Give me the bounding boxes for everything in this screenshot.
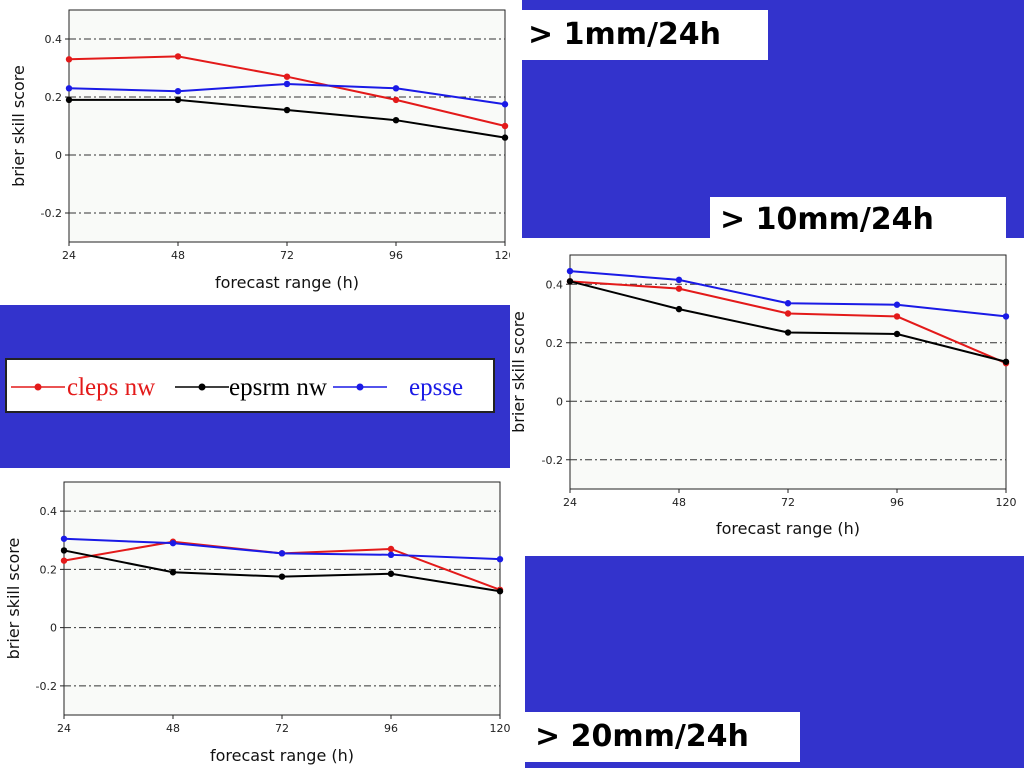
x-tick-label: 120 [490, 722, 511, 735]
x-axis-label: forecast range (h) [215, 273, 359, 292]
data-point [496, 555, 504, 563]
x-tick-label: 48 [171, 249, 185, 262]
data-point [893, 313, 901, 320]
x-tick-label: 48 [166, 722, 180, 735]
data-point [60, 535, 68, 542]
y-tick-label: 0.2 [546, 337, 564, 350]
y-axis-label: brier skill score [9, 65, 28, 187]
y-axis-label: brier skill score [510, 311, 528, 433]
data-point [566, 267, 574, 275]
x-tick-label: 48 [672, 496, 686, 509]
x-tick-label: 72 [275, 722, 289, 735]
y-tick-label: 0.4 [45, 33, 63, 46]
y-tick-label: -0.2 [36, 680, 57, 693]
legend-label: cleps nw [67, 374, 155, 401]
legend-svg: cleps nw epsrm nw epsse [11, 374, 463, 401]
x-tick-label: 24 [57, 722, 71, 735]
data-point [60, 547, 68, 554]
legend-marker [356, 383, 364, 391]
chart-20mm-svg: 0.4 0.2 0 -0.2 24 48 72 96 120 forecast range (h)… [4, 481, 511, 765]
data-point [65, 96, 73, 104]
y-tick-label: -0.2 [542, 454, 563, 467]
y-tick-label: 0 [50, 622, 57, 635]
data-point [283, 73, 291, 80]
data-point [1002, 358, 1010, 365]
data-point [1002, 313, 1010, 320]
chart-title-10mm: > 10mm/24h [710, 197, 1006, 243]
data-point [675, 305, 683, 313]
y-tick-label: 0.2 [40, 563, 58, 576]
data-point [169, 569, 177, 576]
chart-title-1mm: > 1mm/24h [518, 10, 768, 60]
data-point [283, 80, 291, 88]
data-point [784, 300, 792, 307]
data-point [784, 310, 792, 317]
data-point [65, 56, 73, 63]
legend: cleps nw epsrm nw epsse [5, 358, 495, 413]
data-point [283, 106, 291, 114]
x-tick-label: 24 [563, 496, 577, 509]
data-point [65, 85, 73, 92]
data-point [566, 278, 574, 285]
y-tick-label: 0.2 [45, 91, 63, 104]
x-tick-label: 72 [280, 249, 294, 262]
data-point [278, 550, 286, 557]
data-point [496, 588, 504, 595]
x-tick-label: 96 [389, 249, 403, 262]
chart-panel-1mm: 0.4 0.2 0 -0.2 24 48 72 96 120 forecast range (h)… [0, 0, 522, 305]
legend-label: epsrm nw [229, 374, 327, 401]
x-tick-label: 96 [890, 496, 904, 509]
x-tick-label: 24 [62, 249, 76, 262]
data-point [174, 53, 182, 60]
data-point [387, 551, 395, 559]
y-tick-label: 0 [556, 395, 563, 408]
y-tick-label: -0.2 [41, 207, 62, 220]
chart-title-20mm: > 20mm/24h [525, 712, 800, 762]
x-tick-label: 120 [996, 496, 1017, 509]
data-point [387, 545, 395, 553]
data-point [893, 301, 901, 308]
data-point [784, 329, 792, 336]
data-point [392, 85, 400, 92]
y-axis-label: brier skill score [4, 538, 23, 660]
data-point [893, 330, 901, 338]
x-tick-label: 72 [781, 496, 795, 509]
data-point [169, 539, 177, 547]
y-tick-label: 0.4 [546, 278, 564, 291]
data-point [501, 101, 509, 108]
data-point [60, 557, 68, 564]
data-point [392, 96, 400, 104]
chart-panel-20mm: 0.4 0.2 0 -0.2 24 48 72 96 120 forecast range (h)… [0, 468, 525, 768]
data-point [675, 285, 683, 292]
data-point [387, 570, 395, 577]
legend-label: epsse [409, 374, 463, 401]
data-point [174, 88, 182, 95]
plot-area [68, 9, 506, 243]
data-point [501, 122, 509, 130]
data-point [392, 117, 400, 124]
y-tick-label: 0 [55, 149, 62, 162]
y-tick-label: 0.4 [40, 505, 58, 518]
x-axis-label: forecast range (h) [210, 746, 354, 765]
chart-panel-10mm: 0.4 0.2 0 -0.2 24 48 72 96 120 forecast range (h)… [510, 238, 1024, 556]
plot-area [63, 481, 501, 716]
x-axis-label: forecast range (h) [716, 519, 860, 538]
data-point [174, 96, 182, 104]
data-point [278, 573, 286, 580]
plot-area [569, 254, 1007, 490]
x-tick-label: 96 [384, 722, 398, 735]
legend-marker [34, 383, 42, 391]
data-point [501, 134, 509, 141]
legend-marker [198, 383, 206, 391]
chart-10mm-svg: 0.4 0.2 0 -0.2 24 48 72 96 120 forecast range (h)… [510, 254, 1017, 538]
data-point [675, 276, 683, 284]
